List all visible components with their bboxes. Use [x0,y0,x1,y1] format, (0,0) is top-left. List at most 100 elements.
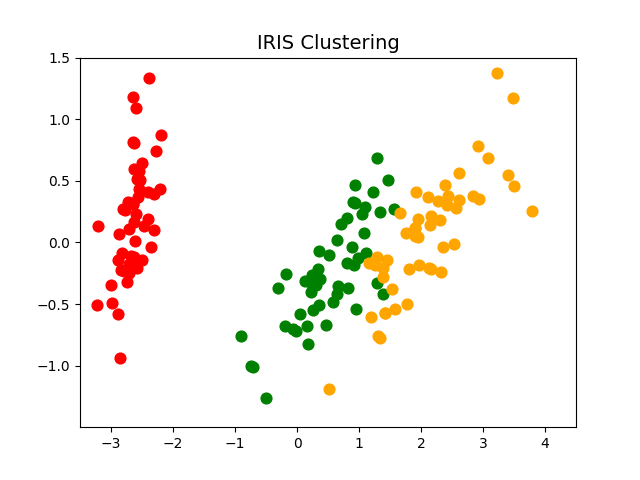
Point [303,341,314,348]
Point [139,222,149,230]
Point [291,328,301,336]
Point [468,192,478,200]
Point [413,233,423,241]
Point [349,261,359,269]
Point [129,139,140,146]
Point [306,288,316,296]
Point [124,225,134,233]
Point [342,284,353,292]
Point [128,200,138,208]
Point [342,215,352,222]
Point [129,218,140,226]
Point [367,188,378,196]
Point [118,205,129,213]
Point [310,282,321,289]
Point [127,138,138,146]
Point [124,260,134,268]
Point [375,334,385,342]
Point [328,298,339,306]
Point [492,69,502,77]
Point [378,290,388,298]
Point [474,195,484,203]
Point [123,198,133,206]
Point [333,282,343,290]
Point [128,200,138,208]
Point [372,332,383,340]
Point [287,325,298,333]
Point [131,264,141,271]
Point [359,229,369,237]
Point [336,220,346,228]
Point [378,274,388,281]
Point [451,204,461,212]
Point [149,227,159,234]
Point [307,280,317,288]
Point [449,240,459,248]
Point [129,263,139,271]
Point [312,265,323,273]
Point [353,254,363,262]
Point [131,210,141,218]
Point [527,207,538,215]
Point [106,281,116,288]
Point [351,305,361,313]
Point [131,175,141,183]
Point [324,385,335,393]
Point [143,188,153,196]
Point [126,252,136,260]
Point [422,192,433,200]
Point [307,272,317,279]
Point [349,199,360,207]
Point [245,362,255,370]
Point [403,300,413,308]
Point [390,305,401,313]
Point [433,197,443,205]
Point [435,216,445,224]
Point [281,270,291,277]
Point [349,181,360,189]
Point [388,205,399,213]
Point [136,256,147,264]
Point [387,285,397,292]
Point [342,259,353,266]
Point [404,265,414,273]
Point [366,313,376,321]
Point [133,193,143,201]
Point [442,192,452,200]
Point [134,177,145,184]
Point [372,253,382,261]
Point [280,323,291,330]
Point [130,237,140,244]
Point [150,147,161,155]
Point [509,182,519,190]
Point [410,224,420,232]
Point [236,332,246,339]
Title: IRIS Clustering: IRIS Clustering [257,34,399,53]
Point [124,269,134,277]
Point [119,267,129,275]
Point [129,253,139,261]
Point [128,93,138,101]
Point [483,154,493,161]
Point [93,222,103,230]
Point [347,243,357,251]
Point [424,264,434,272]
Point [438,243,448,251]
Point [273,284,283,292]
Point [260,395,271,402]
Point [136,159,147,167]
Point [92,301,102,309]
Point [146,243,156,251]
Point [410,232,420,240]
Point [332,290,342,298]
Point [115,355,125,362]
Point [131,104,141,111]
Point [114,230,124,238]
Point [308,306,319,314]
Point [116,267,126,275]
Point [122,278,132,286]
Point [440,181,450,189]
Point [454,169,464,177]
Point [129,165,140,172]
Point [370,261,380,268]
